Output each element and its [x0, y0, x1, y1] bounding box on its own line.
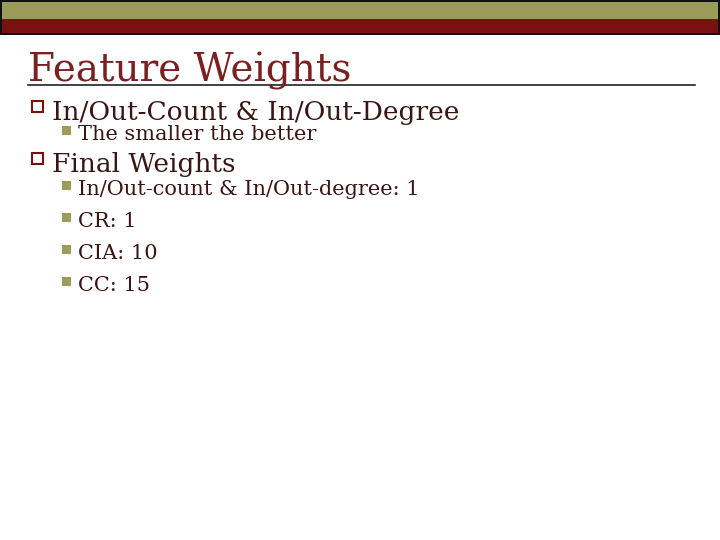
Text: In/Out-Count & In/Out-Degree: In/Out-Count & In/Out-Degree	[52, 100, 459, 125]
Bar	[62, 126, 71, 135]
Text: CR: 1: CR: 1	[78, 212, 137, 231]
Text: In/Out-count & In/Out-degree: 1: In/Out-count & In/Out-degree: 1	[78, 180, 420, 199]
Bar	[690, 2, 718, 33]
Bar	[62, 245, 71, 254]
Bar	[0, 0, 720, 35]
Text: Final Weights: Final Weights	[52, 152, 235, 177]
Bar	[62, 181, 71, 190]
Bar	[32, 153, 43, 164]
Bar	[62, 213, 71, 222]
Bar	[2, 2, 690, 19]
Bar	[62, 277, 71, 286]
Text: Feature Weights: Feature Weights	[28, 52, 351, 90]
Text: CIA: 10: CIA: 10	[78, 244, 158, 263]
Text: CC: 15: CC: 15	[78, 276, 150, 295]
Text: The smaller the better: The smaller the better	[78, 125, 316, 144]
Bar	[690, 2, 718, 19]
Bar	[2, 19, 690, 33]
Bar	[32, 101, 43, 112]
